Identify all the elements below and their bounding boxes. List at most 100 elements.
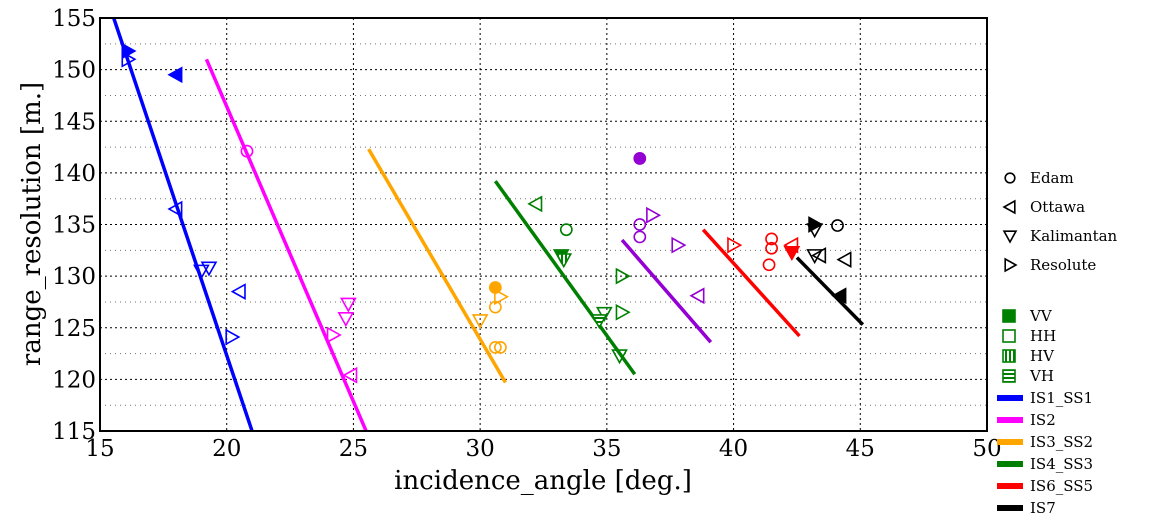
data-point	[806, 249, 824, 265]
data-point	[337, 312, 355, 328]
legend-marker	[1002, 199, 1016, 215]
legend-line-swatch	[997, 417, 1023, 423]
legend-label: HH	[1030, 327, 1056, 345]
x-tick-label: 40	[719, 436, 748, 462]
fit-line	[795, 256, 865, 326]
data-point	[225, 328, 241, 346]
data-point	[167, 200, 183, 218]
legend-fill-swatch	[1002, 329, 1016, 343]
data-point	[831, 219, 844, 232]
fit-line	[367, 148, 507, 384]
data-point	[167, 66, 183, 84]
data-point	[121, 50, 137, 68]
data-point	[471, 314, 489, 330]
legend-label: IS4_SS3	[1030, 455, 1093, 473]
grid	[100, 18, 987, 431]
legend-label: IS1_SS1	[1030, 389, 1093, 407]
y-axis-label: range_resolution [m.]	[17, 82, 47, 366]
legend-fill-swatch	[1002, 309, 1016, 323]
legend-marker	[1002, 230, 1018, 244]
data-point	[633, 218, 647, 231]
y-tick-label: 130	[52, 264, 96, 290]
data-point	[633, 230, 647, 244]
x-tick-label: 30	[466, 436, 495, 462]
data-point	[340, 297, 357, 313]
legend-label: HV	[1030, 347, 1055, 365]
y-tick-label: 140	[52, 161, 96, 187]
data-point	[326, 326, 342, 344]
legend-label: Kalimantan	[1030, 227, 1118, 245]
x-axis-label: incidence_angle [deg.]	[394, 466, 692, 496]
y-tick-label: 145	[52, 109, 96, 135]
fit-line	[204, 58, 368, 431]
y-tick-label: 125	[52, 316, 96, 342]
legend-label: Ottawa	[1030, 198, 1085, 216]
data-point	[555, 253, 573, 269]
data-point	[559, 223, 573, 237]
data-point	[193, 264, 210, 280]
data-point	[590, 314, 608, 330]
x-tick-label: 45	[846, 436, 875, 462]
data-point	[646, 206, 662, 224]
legend-line-swatch	[997, 505, 1023, 511]
legend-label: IS2	[1030, 411, 1056, 429]
data-point	[783, 236, 799, 254]
data-point	[806, 223, 824, 239]
data-points	[121, 42, 852, 384]
data-point	[527, 195, 543, 213]
data-point	[765, 241, 778, 255]
legend-label: Edam	[1030, 169, 1074, 187]
legend-label: IS6_SS5	[1030, 477, 1093, 495]
legend-line-swatch	[997, 439, 1023, 445]
data-point	[240, 144, 254, 158]
x-tick-label: 25	[339, 436, 368, 462]
data-point	[494, 288, 510, 306]
data-point	[611, 349, 628, 365]
legend-fill-swatch	[1002, 349, 1016, 363]
data-point	[494, 340, 507, 354]
legend-label: IS3_SS2	[1030, 433, 1093, 451]
y-tick-label: 135	[52, 213, 96, 239]
fit-line	[620, 238, 713, 344]
legend-line-swatch	[997, 483, 1023, 489]
data-point	[831, 287, 847, 305]
data-point	[633, 152, 647, 165]
data-point	[689, 287, 705, 305]
x-tick-label: 15	[85, 436, 114, 462]
x-tick-label: 20	[212, 436, 241, 462]
data-point	[783, 245, 801, 262]
data-point	[488, 340, 502, 354]
data-point	[836, 251, 852, 268]
legend-line-swatch	[997, 461, 1023, 467]
legend-label: Resolute	[1030, 256, 1096, 274]
fit-lines	[111, 18, 865, 431]
data-point	[727, 236, 743, 254]
data-point	[811, 247, 827, 264]
y-tick-label: 120	[52, 367, 96, 393]
x-tick-label: 50	[972, 436, 1001, 462]
legend-label: IS7	[1030, 499, 1056, 517]
fit-line	[111, 18, 254, 431]
data-point	[615, 303, 631, 321]
y-tick-label: 115	[52, 419, 96, 445]
legend: Edam Ottawa Kalimantan Resolute VV HH HV VH IS1_…	[997, 169, 1118, 517]
data-point	[342, 366, 358, 384]
legend-label: VV	[1029, 307, 1053, 325]
x-tick-label: 35	[592, 436, 621, 462]
fit-line	[493, 180, 637, 376]
fit-line	[701, 228, 801, 338]
data-point	[230, 283, 246, 300]
data-point	[671, 236, 687, 254]
data-point	[762, 258, 776, 272]
legend-marker	[1004, 172, 1016, 184]
data-point	[615, 267, 631, 285]
y-tick-label: 155	[52, 6, 96, 32]
legend-line-swatch	[997, 395, 1023, 401]
plot-frame	[99, 17, 988, 432]
axis-ticks: 15 20 25 30 35 40 45 50 115 120 125 130 135 140 145 150…	[52, 6, 1002, 462]
legend-label: VH	[1029, 367, 1054, 385]
legend-fill-swatch	[1002, 369, 1016, 383]
data-point	[765, 232, 778, 246]
data-point	[595, 306, 613, 322]
